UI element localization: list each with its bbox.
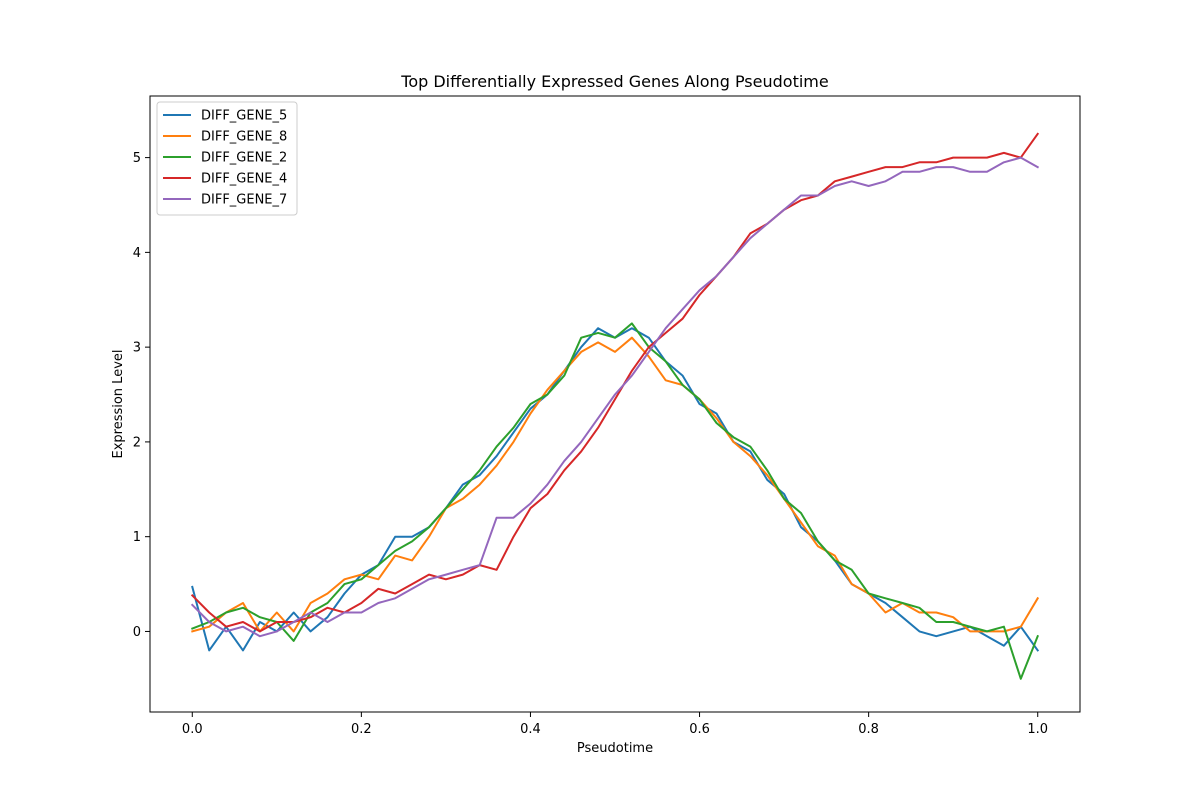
y-tick-label: 0: [133, 625, 141, 640]
y-tick-label: 4: [133, 246, 141, 261]
legend-label: DIFF_GENE_7: [201, 193, 287, 208]
legend-label: DIFF_GENE_5: [201, 109, 287, 124]
y-axis-label: Expression Level: [111, 349, 126, 458]
y-tick-label: 3: [133, 341, 141, 356]
legend-label: DIFF_GENE_8: [201, 130, 287, 145]
x-tick-label: 0.8: [858, 722, 879, 737]
x-tick-label: 1.0: [1027, 722, 1048, 737]
series-line-4: [190, 156, 1040, 638]
legend-label: DIFF_GENE_4: [201, 172, 287, 187]
plot-frame: [149, 95, 1081, 713]
x-axis-label: Pseudotime: [577, 741, 653, 756]
y-tick-label: 2: [133, 435, 141, 450]
y-tick-label: 5: [133, 151, 141, 166]
chart-title: Top Differentially Expressed Genes Along…: [400, 72, 828, 91]
y-tick-label: 1: [133, 530, 141, 545]
x-tick-label: 0.2: [351, 722, 372, 737]
y-axis: 0 1 2 3 4 5: [133, 151, 150, 640]
legend: DIFF_GENE_5 DIFF_GENE_8 DIFF_GENE_2 DIFF_GE…: [156, 101, 298, 216]
plot-series: [190, 132, 1040, 680]
legend-box: [156, 101, 298, 216]
x-tick-label: 0.6: [689, 722, 710, 737]
series-line-2: [191, 322, 1039, 680]
x-axis: 0.0 0.2 0.4 0.6 0.8 1.0: [182, 712, 1048, 737]
series-line-1: [191, 336, 1040, 633]
x-tick-label: 0.4: [520, 722, 541, 737]
series-line-3: [190, 132, 1040, 633]
legend-label: DIFF_GENE_2: [201, 151, 287, 166]
x-tick-label: 0.0: [182, 722, 203, 737]
